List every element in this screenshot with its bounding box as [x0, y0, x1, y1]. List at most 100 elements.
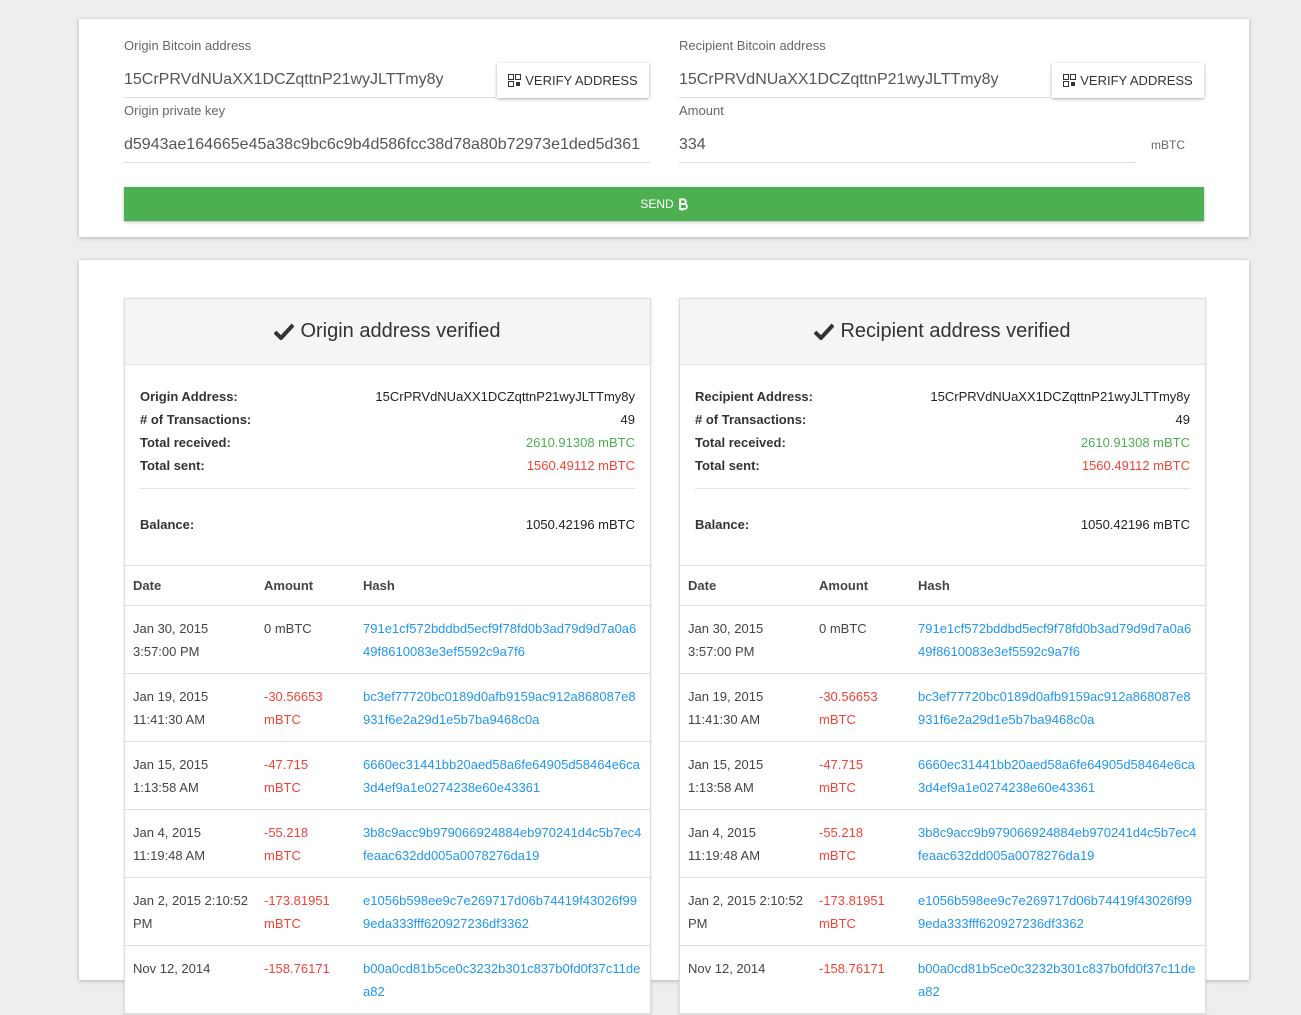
unit: mBTC — [1151, 138, 1185, 152]
amount: 0 mBTC — [256, 605, 355, 674]
underline — [679, 162, 1135, 163]
qr-icon — [508, 74, 522, 87]
header-row: Date Amount Hash — [125, 565, 650, 606]
column-header: Date — [680, 565, 811, 606]
underline — [124, 97, 496, 98]
transactions-table: Date Amount Hash Jan 30, 2015 3:57:00 PM 0 m… — [680, 565, 1205, 1014]
verify-origin-button[interactable]: VERIFY ADDRESS — [497, 63, 649, 98]
date: Jan 15, 2015 1:13:58 AM — [125, 741, 256, 810]
stat-label: Total sent: — [695, 458, 760, 473]
hash[interactable]: b00a0cd81b5ce0c3232b301c837b0fd0f37c11de… — [910, 945, 1205, 1014]
stat-value: 2610.91308 mBTC — [525, 435, 635, 450]
bitcoin-icon — [678, 197, 688, 211]
amount: -173.81951 mBTC — [256, 877, 355, 946]
panel-title: Origin address verified — [300, 320, 501, 342]
send-button[interactable]: SEND — [124, 187, 1204, 221]
amount: -158.76171 — [811, 945, 910, 1014]
stat-value: 49 — [620, 412, 635, 427]
amount: 0 mBTC — [811, 605, 910, 674]
check-icon — [274, 323, 295, 340]
stat-value: 49 — [1175, 412, 1190, 427]
transaction-row: Nov 12, 2014 -158.76171 b00a0cd81b5ce0c323… — [680, 945, 1205, 1014]
stat-label: Recipient Address: — [695, 389, 813, 404]
transactions-table: Date Amount Hash Jan 30, 2015 3:57:00 PM 0 m… — [125, 565, 650, 1014]
send-form: Origin Bitcoin address 15CrPRVdNUaXX1DCZ… — [79, 19, 1249, 237]
stat-row: Total sent: 1560.49112 mBTC — [140, 454, 635, 477]
transaction-row: Jan 30, 2015 3:57:00 PM 0 mBTC 791e1cf572b… — [125, 605, 650, 674]
column-header: Amount — [256, 565, 355, 606]
date: Jan 15, 2015 1:13:58 AM — [680, 741, 811, 810]
hash[interactable]: e1056b598ee9c7e269717d06b74419f43026f999… — [355, 877, 650, 946]
check-icon — [814, 323, 835, 340]
transaction-row: Jan 15, 2015 1:13:58 AM -47.715 mBTC 6660e… — [680, 741, 1205, 810]
stat-row: Origin Address: 15CrPRVdNUaXX1DCZqttnP21w… — [140, 385, 635, 408]
transaction-row: Jan 2, 2015 2:10:52 PM -173.81951 mBTC e10… — [125, 877, 650, 946]
stat-label: Total sent: — [140, 458, 205, 473]
divider — [140, 488, 635, 489]
column-header: Amount — [811, 565, 910, 606]
button-text: SEND — [640, 197, 674, 211]
panel-header: Recipient address verified — [680, 299, 1205, 365]
stat-value: 1560.49112 mBTC — [526, 458, 635, 473]
stat-row: # of Transactions: 49 — [140, 408, 635, 431]
transaction-row: Nov 12, 2014 -158.76171 b00a0cd81b5ce0c323… — [125, 945, 650, 1014]
transaction-row: Jan 4, 2015 11:19:48 AM -55.218 mBTC 3b8c9… — [125, 809, 650, 878]
balance-label: Balance: — [695, 517, 750, 532]
stat-label: # of Transactions: — [695, 412, 807, 427]
stat-value: 15CrPRVdNUaXX1DCZqttnP21wyJLTTmy8y — [375, 389, 635, 404]
column-header: Hash — [355, 565, 650, 606]
address-panel: Recipient address verified Recipient Addr… — [679, 298, 1206, 1015]
qr-icon — [1063, 74, 1077, 87]
hash[interactable]: 6660ec31441bb20aed58a6fe64905d58464e6ca3… — [910, 741, 1205, 810]
hash[interactable]: 791e1cf572bddbd5ecf9f78fd0b3ad79d9d7a0a6… — [910, 605, 1205, 674]
date: Jan 19, 2015 11:41:30 AM — [125, 673, 256, 742]
transaction-row: Jan 30, 2015 3:57:00 PM 0 mBTC 791e1cf572b… — [680, 605, 1205, 674]
verify-recipient-button[interactable]: VERIFY ADDRESS — [1052, 63, 1204, 98]
column-header: Date — [125, 565, 256, 606]
hash[interactable]: 6660ec31441bb20aed58a6fe64905d58464e6ca3… — [355, 741, 650, 810]
date: Jan 19, 2015 11:41:30 AM — [680, 673, 811, 742]
hash[interactable]: e1056b598ee9c7e269717d06b74419f43026f999… — [910, 877, 1205, 946]
balance-label: Balance: — [140, 517, 195, 532]
date: Jan 2, 2015 2:10:52 PM — [680, 877, 811, 946]
stat-row: Total received: 2610.91308 mBTC — [140, 431, 635, 454]
amount: -158.76171 — [256, 945, 355, 1014]
underline — [124, 162, 650, 163]
recipient-input[interactable]: 15CrPRVdNUaXX1DCZqttnP21wyJLTTmy8y — [679, 71, 999, 88]
hash[interactable]: bc3ef77720bc0189d0afb9159ac912a868087e89… — [910, 673, 1205, 742]
date: Jan 30, 2015 3:57:00 PM — [125, 605, 256, 674]
amount: -173.81951 mBTC — [811, 877, 910, 946]
stat-label: Total received: — [140, 435, 231, 450]
origin-input[interactable]: 15CrPRVdNUaXX1DCZqttnP21wyJLTTmy8y — [124, 71, 444, 88]
key-label: Origin private key — [124, 103, 226, 118]
address-panel: Origin address verified Origin Address: 15… — [124, 298, 651, 1015]
balance-row: Balance: 1050.42196 mBTC — [140, 513, 635, 536]
stats: Recipient Address: 15CrPRVdNUaXX1DCZqttnP… — [680, 365, 1205, 536]
amount-input[interactable]: 334 — [679, 136, 706, 153]
hash[interactable]: 3b8c9acc9b979066924884eb970241d4c5b7ec4f… — [910, 809, 1205, 878]
key-input[interactable]: d5943ae164665e45a38c9bc6c9b4d586fcc38d78… — [124, 136, 641, 153]
column-header: Hash — [910, 565, 1205, 606]
transaction-row: Jan 19, 2015 11:41:30 AM -30.56653 mBTC bc… — [125, 673, 650, 742]
amount: -30.56653 mBTC — [256, 673, 355, 742]
stat-label: # of Transactions: — [140, 412, 252, 427]
origin-label: Origin Bitcoin address — [124, 38, 252, 53]
button-text: VERIFY ADDRESS — [525, 73, 638, 88]
date: Jan 30, 2015 3:57:00 PM — [680, 605, 811, 674]
amount-label: Amount — [679, 103, 724, 118]
hash[interactable]: 791e1cf572bddbd5ecf9f78fd0b3ad79d9d7a0a6… — [355, 605, 650, 674]
hash[interactable]: bc3ef77720bc0189d0afb9159ac912a868087e89… — [355, 673, 650, 742]
transaction-row: Jan 2, 2015 2:10:52 PM -173.81951 mBTC e10… — [680, 877, 1205, 946]
balance-row: Balance: 1050.42196 mBTC — [695, 513, 1190, 536]
panel-header: Origin address verified — [125, 299, 650, 365]
hash[interactable]: 3b8c9acc9b979066924884eb970241d4c5b7ec4f… — [355, 809, 650, 878]
stat-label: Total received: — [695, 435, 786, 450]
page: {"form":{"origin_label":"Origin Bitcoin … — [79, 19, 1249, 1015]
stat-value: 2610.91308 mBTC — [1080, 435, 1190, 450]
divider — [695, 488, 1190, 489]
transaction-row: Jan 4, 2015 11:19:48 AM -55.218 mBTC 3b8c9… — [680, 809, 1205, 878]
date: Jan 4, 2015 11:19:48 AM — [680, 809, 811, 878]
transaction-row: Jan 19, 2015 11:41:30 AM -30.56653 mBTC bc… — [680, 673, 1205, 742]
balance-value: 1050.42196 mBTC — [1080, 517, 1190, 532]
hash[interactable]: b00a0cd81b5ce0c3232b301c837b0fd0f37c11de… — [355, 945, 650, 1014]
